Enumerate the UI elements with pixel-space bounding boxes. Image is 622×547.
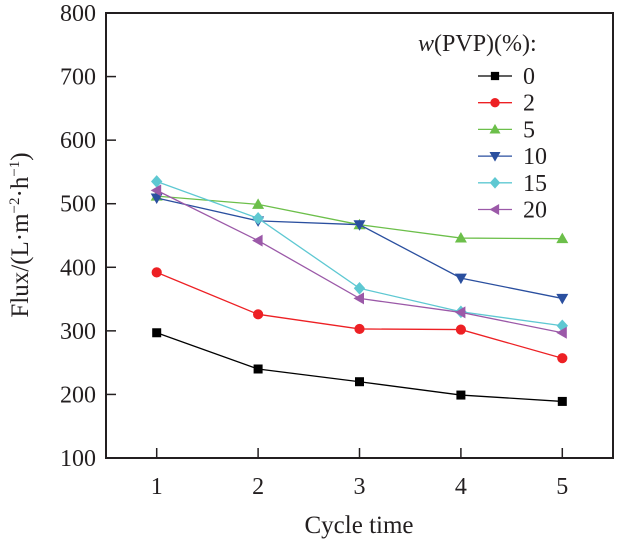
data-point-diamond (252, 212, 264, 225)
legend-item: 5 (478, 117, 535, 143)
data-point-triangle-up (454, 232, 467, 243)
legend-title-italic: w (418, 31, 434, 57)
x-tick-label: 3 (354, 474, 366, 500)
legend-item: 20 (478, 198, 547, 224)
legend-marker-diamond (489, 177, 501, 189)
series-layer (150, 175, 569, 406)
legend-item: 15 (478, 171, 547, 197)
data-point-circle (455, 324, 466, 335)
data-point-triangle-left (454, 306, 466, 319)
series-line (156, 180, 563, 327)
y-tick-label: 500 (60, 192, 96, 218)
data-point-diamond (151, 175, 163, 188)
x-tick-label: 5 (556, 474, 568, 500)
legend-item: 0 (478, 64, 535, 90)
y-axis-title-exp1: −2 (7, 197, 23, 213)
data-point-triangle-down (454, 273, 467, 285)
legend-title: w(PVP)(%): (418, 31, 537, 57)
x-tick-label: 1 (151, 474, 163, 500)
series-line (156, 195, 563, 240)
legend-title-rest: (PVP)(%): (434, 31, 537, 57)
y-axis-title-mid: ·h (7, 176, 34, 197)
legend-label: 2 (523, 91, 535, 117)
legend-marker-circle (490, 98, 500, 108)
series-5 (150, 190, 569, 244)
legend-marker-square (490, 71, 500, 81)
series-line (156, 332, 563, 403)
legend-label: 15 (523, 171, 547, 197)
y-tick-label: 400 (60, 255, 96, 281)
data-point-triangle-left (353, 292, 364, 305)
data-point-circle (557, 353, 568, 364)
y-axis-title-end: ) (7, 152, 34, 160)
data-point-triangle-up (252, 198, 265, 209)
x-axis-title: Cycle time (305, 512, 414, 539)
data-point-triangle-left (252, 234, 263, 247)
data-point-square (253, 364, 263, 374)
y-tick-label: 100 (60, 446, 96, 472)
y-tick-label: 600 (60, 128, 96, 154)
series-0 (152, 328, 567, 406)
x-tick-label: 4 (455, 474, 467, 500)
data-point-triangle-down (556, 293, 569, 305)
legend-label: 5 (523, 117, 535, 143)
series-2 (151, 267, 568, 364)
plot-frame (105, 12, 614, 459)
y-axis: 100 200 300 400 500 600 700 800 (60, 1, 116, 472)
data-point-circle (354, 323, 365, 335)
y-tick-label: 800 (60, 1, 96, 27)
data-point-circle (253, 309, 264, 320)
legend-label: 10 (523, 144, 547, 170)
x-tick-label: 2 (252, 474, 264, 500)
data-point-triangle-left (150, 184, 162, 197)
data-point-square (152, 328, 162, 338)
y-axis-title-base: Flux/(L·m (7, 213, 34, 318)
legend-label: 0 (523, 64, 535, 90)
legend-label: 20 (523, 198, 547, 224)
y-tick-label: 700 (60, 65, 96, 91)
y-axis-title-exp2: −1 (7, 161, 23, 177)
series-15 (151, 175, 568, 333)
data-point-triangle-left (556, 326, 567, 339)
legend-marker-triangle-left (489, 204, 500, 215)
legend-item: 2 (478, 91, 535, 117)
y-axis-title: Flux/(L·m−2·h−1) (7, 152, 34, 317)
y-tick-label: 300 (60, 319, 96, 345)
legend-marker-triangle-up (489, 123, 501, 134)
data-point-diamond (353, 281, 366, 295)
data-point-triangle-down (353, 220, 366, 231)
data-point-square (355, 377, 364, 387)
x-axis: 1 2 3 4 5 (151, 448, 568, 500)
y-tick-label: 200 (60, 382, 96, 408)
series-20 (150, 184, 567, 339)
legend-item: 10 (478, 144, 547, 170)
legend-marker-triangle-down (489, 151, 501, 162)
data-point-diamond (556, 319, 568, 333)
data-point-square (456, 390, 466, 400)
data-point-circle (151, 267, 162, 278)
data-point-square (557, 396, 567, 406)
data-point-triangle-down (150, 193, 163, 204)
data-point-triangle-up (556, 232, 569, 244)
